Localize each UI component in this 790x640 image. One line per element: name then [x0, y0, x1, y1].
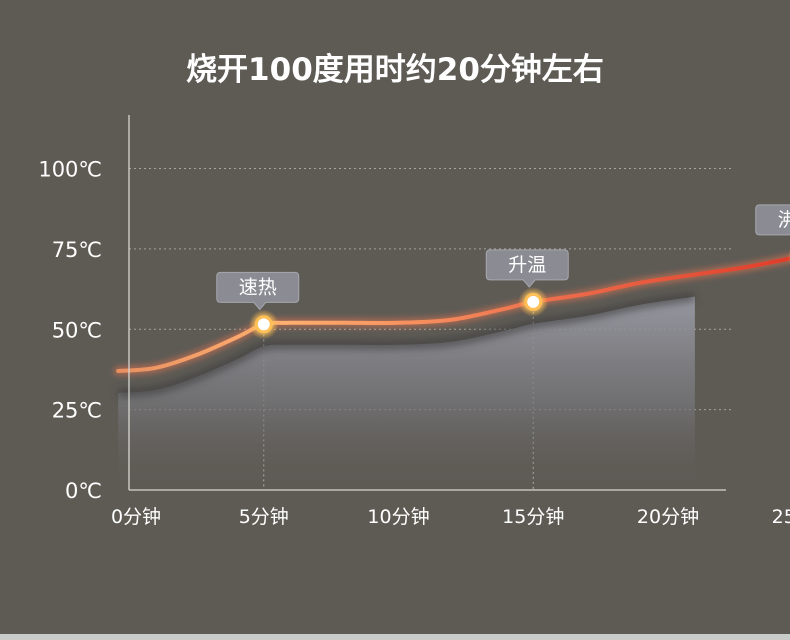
callout-label: 沸腾 — [778, 209, 790, 231]
x-tick-label: 10分钟 — [367, 506, 429, 528]
x-tick-label: 5分钟 — [239, 506, 289, 528]
callout-label: 速热 — [239, 276, 277, 298]
callout-bubble — [485, 249, 569, 288]
callout-bubble — [755, 204, 790, 236]
chart-title: 烧开100度用时约20分钟左右 — [186, 52, 604, 88]
callout: 沸腾 — [755, 204, 790, 236]
marker-glow — [787, 249, 790, 265]
bottom-strip — [0, 634, 790, 640]
callout: 升温 — [485, 249, 569, 288]
y-tick-label: 50℃ — [52, 318, 102, 342]
y-tick-label: 100℃ — [38, 158, 102, 182]
callout-label: 升温 — [508, 254, 546, 276]
data-point-marker — [524, 292, 543, 311]
y-tick-label: 25℃ — [52, 399, 102, 423]
data-point-marker — [254, 315, 273, 334]
y-tick-label: 75℃ — [52, 238, 102, 262]
x-tick-label: 20分钟 — [637, 506, 699, 528]
x-tick-label: 25分钟 — [772, 506, 790, 528]
x-tick-label: 15分钟 — [502, 506, 564, 528]
y-tick-label: 0℃ — [65, 479, 102, 503]
callout: 速热 — [216, 271, 300, 311]
x-tick-label: 0分钟 — [111, 506, 161, 528]
line-shadow — [117, 292, 696, 397]
callout-bubble — [216, 271, 300, 311]
shaded-area — [118, 296, 695, 490]
